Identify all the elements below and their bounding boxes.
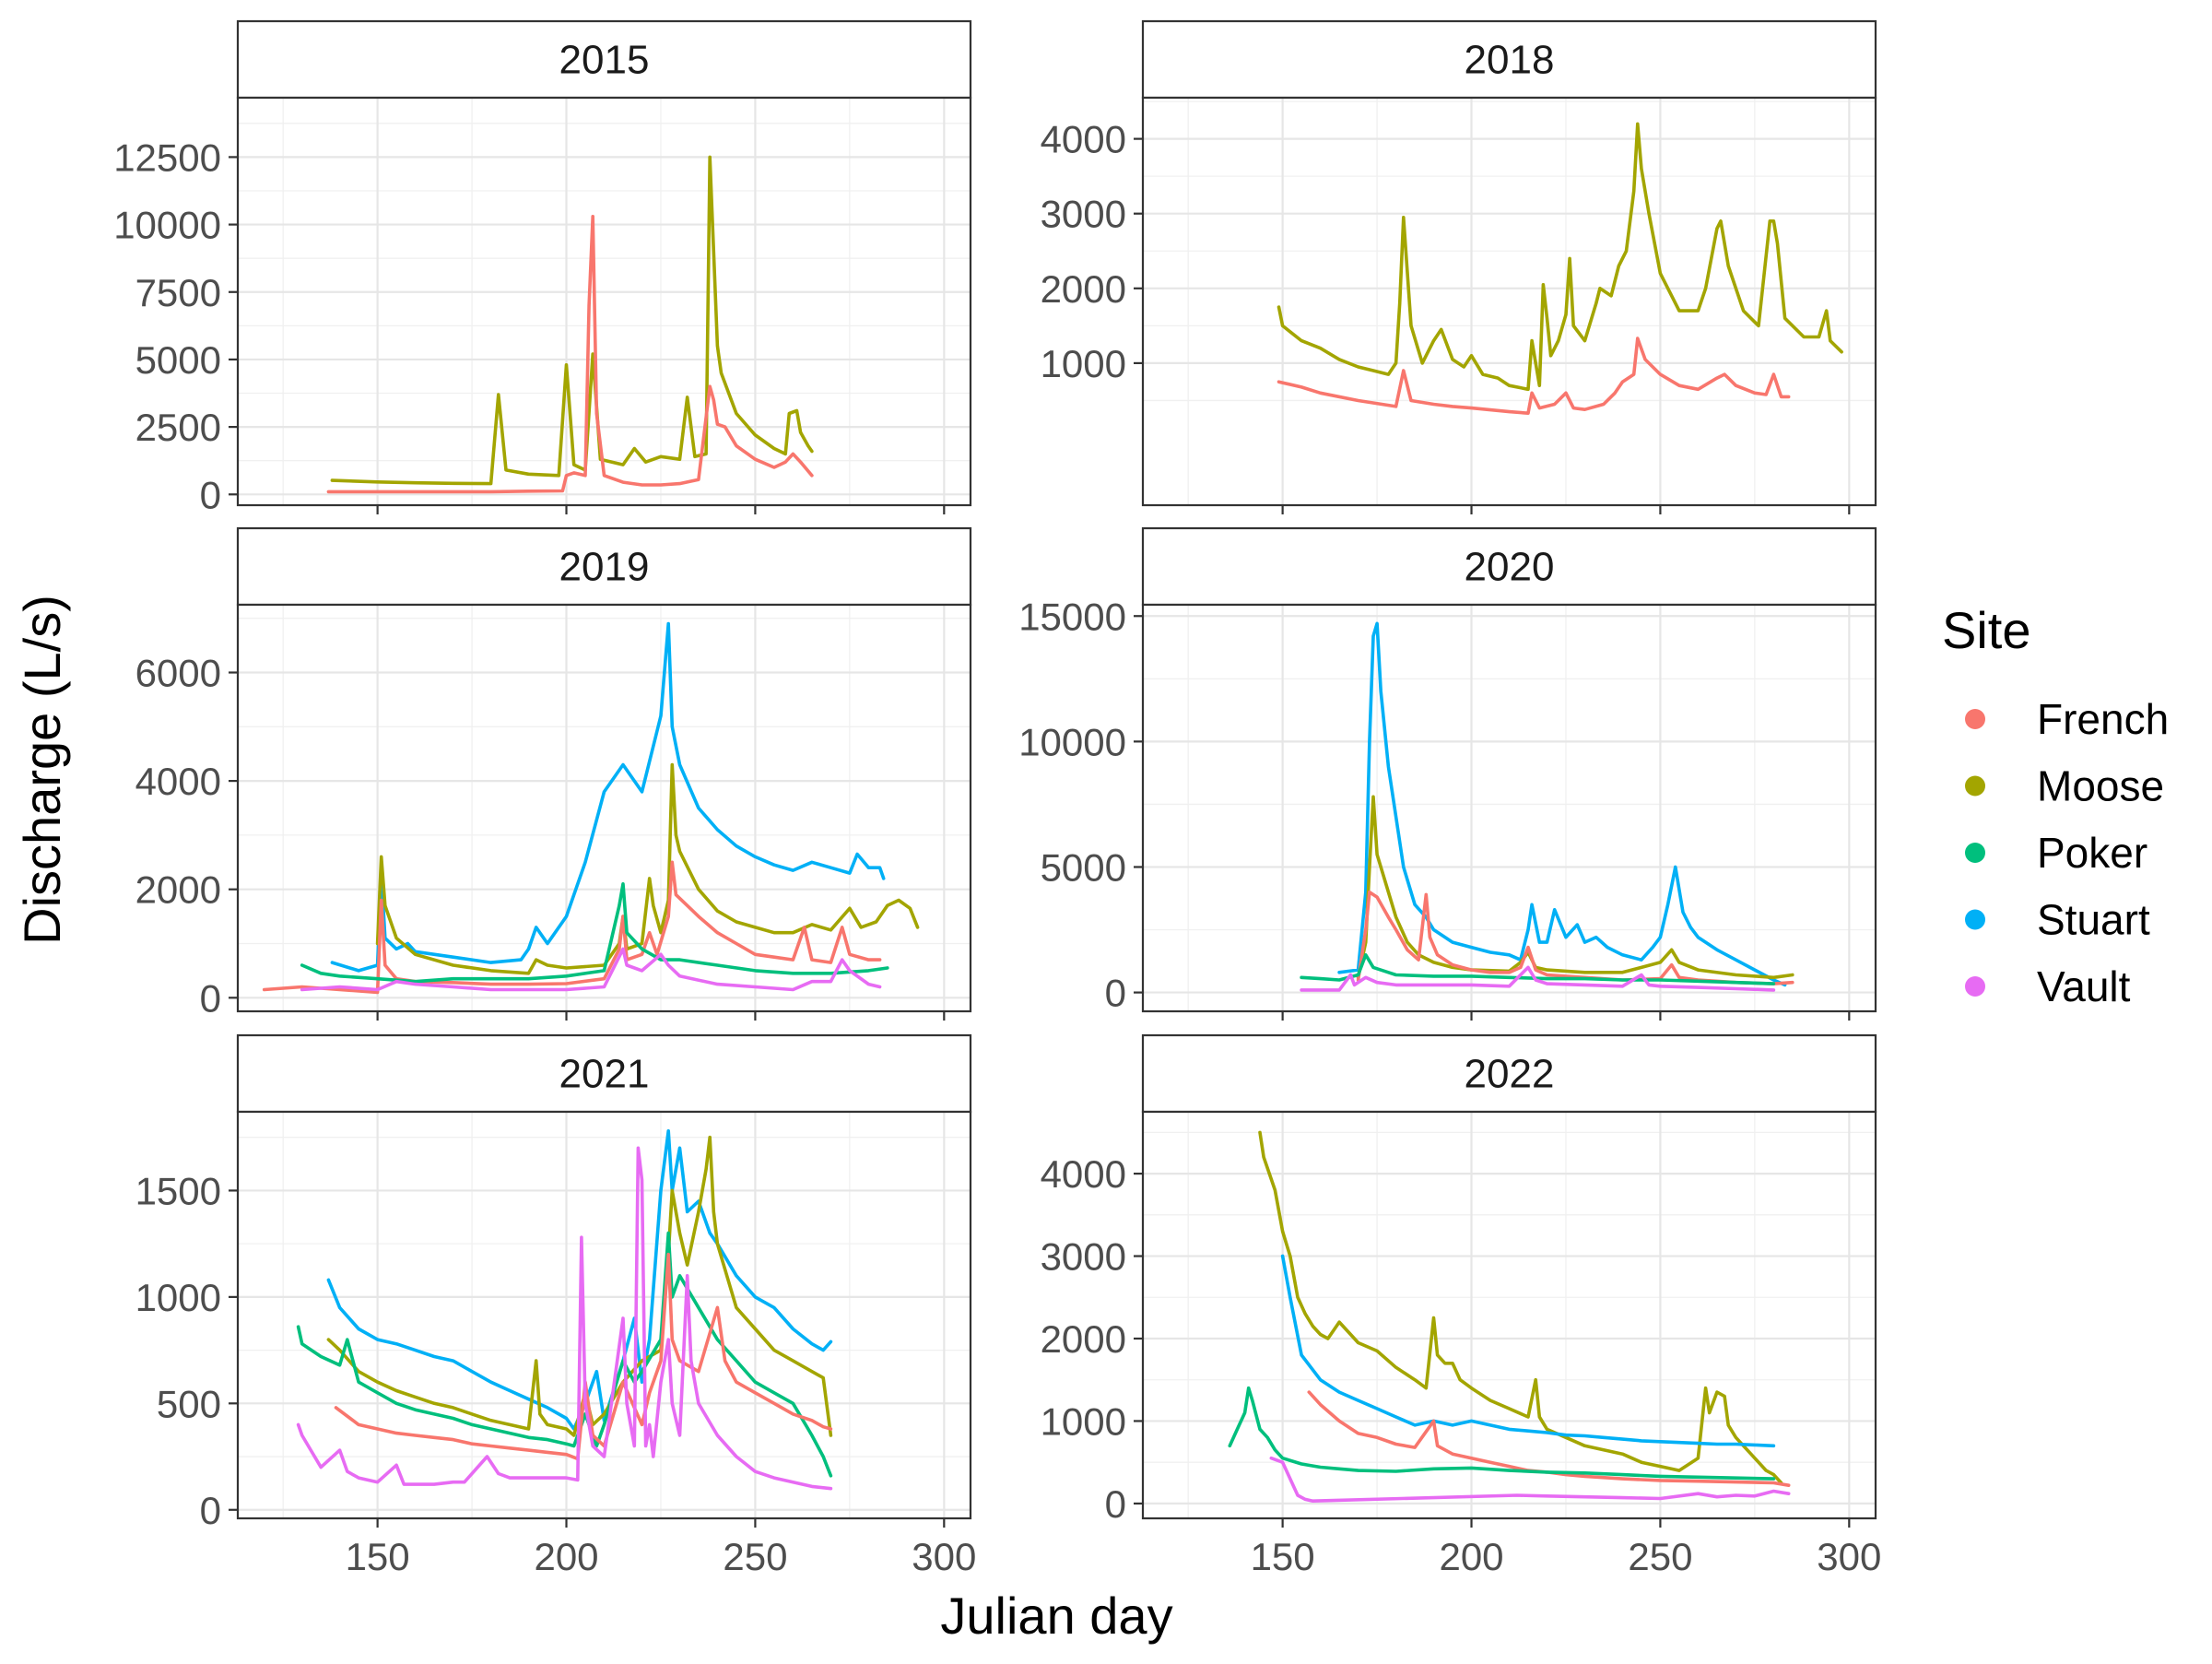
x-axis-title: Julian day [940,1587,1172,1645]
panel-2018-y-tick-label: 1000 [1041,342,1126,385]
panel-2015-border [236,96,972,507]
legend-key-french [1965,709,1985,729]
panel-2021-y-tick-label: 0 [200,1489,221,1532]
legend-label-poker: Poker [2037,829,2147,877]
panel-2022-y-tick-label: 0 [1105,1482,1126,1526]
panel-2020-y-tick-label: 0 [1105,972,1126,1015]
panel-2022-x-tick-label: 250 [1628,1535,1692,1578]
panel-2020-series-moose [1356,795,1794,980]
panel-2019-series-french [262,860,882,995]
panel-2021-y-tick-label: 500 [157,1382,221,1425]
panel-2019-y-tick-label: 2000 [135,868,221,912]
panel-2018-strip-label: 2018 [1465,38,1555,83]
legend-label-stuart: Stuart [2037,896,2150,944]
panel-2019-y-tick-label: 0 [200,976,221,1020]
panel-2022-strip [1141,1033,1877,1114]
panel-2020-series-french [1356,890,1794,985]
panel-2015-series-french [326,215,814,494]
panel-2020-border [1141,603,1877,1013]
panel-2021-x-tick-label: 300 [912,1535,976,1578]
panel-2020-strip [1141,526,1877,607]
panel-2018-border [1141,96,1877,507]
panel-2021-x-tick-label: 250 [723,1535,787,1578]
legend-label-moose: Moose [2037,762,2164,810]
panel-2022-series-stuart [1280,1254,1776,1448]
panel-2021-strip-label: 2021 [559,1052,650,1097]
panel-2019-series-moose [375,762,920,975]
panel-2020-y-tick-label: 10000 [1018,720,1126,763]
panel-2022-x-tick-label: 300 [1817,1535,1881,1578]
panel-2018-series-moose [1277,122,1843,392]
panel-2020-series-vault [1300,965,1776,992]
panel-2015-y-tick-label: 2500 [135,406,221,449]
panel-2020-series-poker [1300,953,1776,985]
panel-2021-y-tick-label: 1000 [135,1276,221,1319]
panel-2021-y-tick-label: 1500 [135,1169,221,1212]
panel-2022-y-tick-label: 2000 [1041,1317,1126,1361]
panel-2018-y-tick-label: 2000 [1041,267,1126,311]
panel-2022-y-tick-label: 3000 [1041,1235,1126,1279]
panel-2020-strip-label: 2020 [1465,545,1555,590]
panel-2018-series-french [1277,336,1791,415]
panel-2015-strip [236,19,972,100]
legend-key-poker [1965,843,1985,863]
panel-2019-series-stuart [330,621,886,973]
panel-2018-strip [1141,19,1877,100]
panel-2022-series-french [1307,1390,1791,1487]
panel-2022-background [1143,1112,1876,1518]
panel-2022-series-vault [1269,1456,1791,1503]
legend-title: Site [1942,601,2031,659]
panel-2021-x-tick-label: 200 [534,1535,598,1578]
panel-2015-y-tick-label: 10000 [113,204,221,247]
panel-2021-series-french [334,1252,833,1461]
panel-2022-y-tick-label: 1000 [1041,1399,1126,1443]
panel-2022-strip-label: 2022 [1465,1052,1555,1097]
panel-2019-border [236,603,972,1013]
panel-2022-y-tick-label: 4000 [1041,1152,1126,1196]
panel-2019-y-tick-label: 6000 [135,652,221,695]
panel-2022-series-poker [1228,1386,1776,1481]
panel-2019-background [238,605,971,1011]
panel-2021-series-vault [296,1146,833,1491]
legend-key-moose [1965,775,1985,797]
panel-2019-strip-label: 2019 [559,545,650,590]
panel-2022-border [1141,1110,1877,1520]
legend-label-vault: Vault [2037,962,2131,1010]
panel-2021-x-tick-label: 150 [346,1535,410,1578]
panel-2015-background [238,98,971,505]
panel-2022-x-tick-label: 200 [1439,1535,1503,1578]
panel-2022-series-moose [1258,1130,1783,1485]
panel-2015-y-tick-label: 7500 [135,271,221,314]
panel-2019-y-tick-label: 4000 [135,760,221,803]
panel-2020-y-tick-label: 15000 [1018,595,1126,638]
panel-2019-series-vault [300,947,882,992]
legend-key-vault [1965,976,1985,997]
panel-2018-y-tick-label: 4000 [1041,118,1126,161]
panel-2015-series-moose [330,155,814,486]
panel-2020-background [1143,605,1876,1011]
legend-label-french: French [2037,695,2169,743]
panel-2020-y-tick-label: 5000 [1041,845,1126,889]
panel-2021-strip [236,1033,972,1114]
legend-key-stuart [1965,909,1985,930]
panel-2021-border [236,1110,972,1520]
panel-2015-y-tick-label: 12500 [113,136,221,179]
y-axis-title: Discharge (L/s) [13,595,71,945]
panel-2015-strip-label: 2015 [559,38,650,83]
panel-2022-x-tick-label: 150 [1251,1535,1315,1578]
panel-2015-y-tick-label: 0 [200,473,221,516]
panel-2018-y-tick-label: 3000 [1041,193,1126,236]
panel-2020-series-stuart [1337,621,1787,987]
panel-2021-series-poker [296,1231,833,1478]
panel-2018-background [1143,98,1876,505]
panel-2021-series-moose [326,1135,833,1437]
panel-2015-y-tick-label: 5000 [135,338,221,382]
